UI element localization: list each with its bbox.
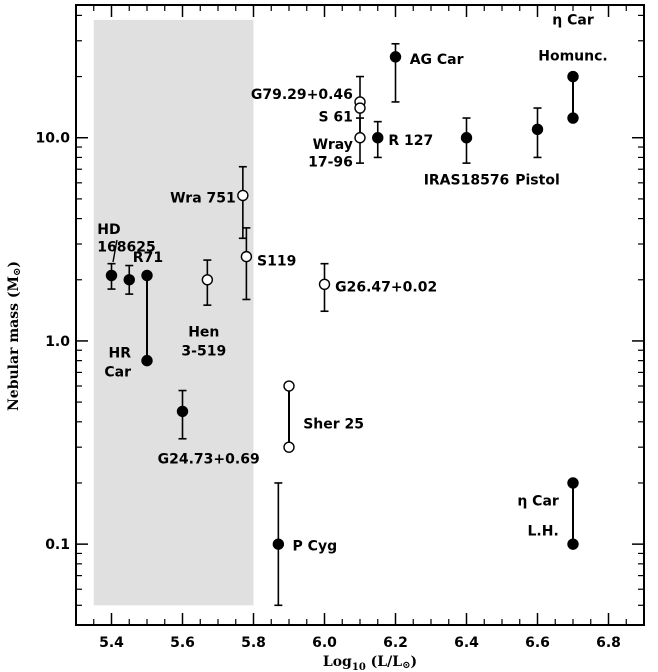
filled-point-15: [372, 132, 384, 144]
annotation-label-15: Wray: [313, 137, 353, 153]
filled-point-2: [141, 269, 153, 282]
filled-point-8: [272, 538, 285, 550]
shaded-region-layer: [93, 19, 254, 606]
filled-point-18: [531, 123, 544, 136]
annotation-label-21: η Car: [552, 13, 594, 29]
open-point-11: [318, 278, 331, 290]
annotation-label-11: Sher 25: [303, 417, 364, 433]
y-tick-label-1: 1.0: [45, 334, 70, 350]
annotation-label-16: 17-96: [308, 155, 353, 171]
x-axis-title-main: Log: [323, 654, 352, 670]
filled-point-3: [141, 354, 153, 367]
annotation-label-22: Homunc.: [538, 48, 607, 64]
filled-point-20: [567, 112, 579, 124]
connector-layer: [146, 76, 574, 545]
open-point-9: [283, 380, 295, 392]
annotation-label-19: IRAS18576: [424, 172, 510, 188]
open-point-13: [354, 102, 366, 114]
annotation-label-23: η Car: [517, 493, 559, 509]
x-tick-label-3: 6.0: [312, 635, 337, 651]
filled-point-17: [460, 132, 473, 144]
annotation-label-18: AG Car: [410, 52, 464, 68]
annotation-label-13: G79.29+0.46: [251, 87, 353, 103]
annotation-label-12: P Cyg: [293, 539, 338, 555]
y-axis-title-sun-symbol: ⊙: [12, 268, 23, 276]
x-tick-label-2: 5.8: [241, 635, 266, 651]
annotation-label-9: S119: [257, 254, 296, 270]
x-tick-label-4: 6.2: [383, 635, 408, 651]
filled-point-19: [567, 70, 579, 83]
annotation-label-2: R71: [133, 250, 163, 266]
annotation-label-1: 168625: [97, 240, 155, 256]
hd168625-pointer: [112, 239, 118, 263]
annotation-label-24: L.H.: [528, 524, 559, 540]
x-axis-title-sub: 10: [352, 662, 366, 672]
x-tick-label-5: 6.4: [454, 635, 479, 651]
x-tick-label-0: 5.4: [99, 635, 124, 651]
shaded-region: [93, 19, 254, 606]
annotation-label-20: Pistol: [515, 172, 560, 188]
annotation-label-0: HD: [97, 222, 120, 238]
y-tick-label-0: 0.1: [45, 537, 70, 553]
annotation-label-4: Car: [104, 364, 131, 380]
y-axis-title-main: Nebular mass (M: [6, 276, 22, 411]
annotation-label-8: Wra 751: [170, 191, 236, 207]
open-point-5: [201, 274, 214, 286]
annotation-label-6: Hen: [188, 325, 219, 341]
open-point-6: [237, 189, 249, 202]
open-point-7: [240, 250, 253, 263]
filled-point-21: [567, 477, 579, 489]
filled-point-4: [176, 405, 189, 418]
open-point-14: [354, 132, 366, 144]
annotation-label-3: HR: [109, 345, 132, 361]
annotation-label-7: 3-519: [181, 343, 226, 359]
x-tick-label-1: 5.6: [170, 635, 195, 651]
annotation-label-14: S 61: [318, 110, 352, 126]
annotation-label-17: R 127: [388, 133, 433, 149]
filled-point-1: [123, 274, 135, 286]
x-axis-title-sun-symbol: ⊙: [402, 660, 410, 671]
filled-point-16: [389, 51, 402, 63]
x-tick-label-6: 6.6: [525, 635, 550, 651]
annotation-label-10: G26.47+0.02: [335, 280, 437, 296]
filled-point-0: [105, 269, 118, 282]
filled-point-22: [567, 538, 579, 550]
x-axis-title: Log10 (L/L⊙): [323, 654, 417, 672]
x-axis-title-rest: (L/L: [366, 654, 402, 670]
y-axis-title-end: ): [6, 261, 22, 268]
axes-layer: 5.4 5.6 5.8 6.0 6.2 6.4 6.6 6.8 0.1 1.0 10.0: [35, 4, 645, 651]
annotation-label-5: G24.73+0.69: [158, 451, 260, 467]
y-tick-label-2: 10.0: [35, 131, 70, 147]
data-point-layer: [105, 51, 579, 550]
y-axis-title: Nebular mass (M⊙): [6, 261, 23, 411]
x-tick-label-7: 6.8: [596, 635, 621, 651]
x-axis-title-end: ): [410, 654, 417, 670]
open-point-10: [283, 441, 295, 453]
